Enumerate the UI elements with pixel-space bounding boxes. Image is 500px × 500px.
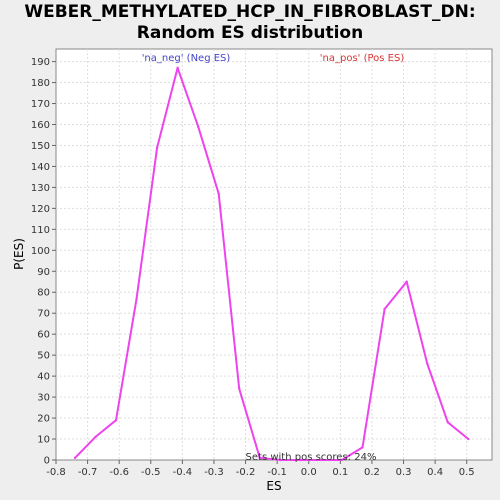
data-point — [196, 125, 200, 128]
data-point — [467, 437, 470, 441]
data-point — [155, 146, 159, 149]
x-axis-label: ES — [266, 479, 281, 493]
y-tick-label: 190 — [31, 57, 50, 68]
data-point — [320, 458, 323, 462]
x-tick-label: -0.1 — [267, 467, 287, 478]
x-tick-label: 0.1 — [332, 467, 348, 478]
data-point — [94, 435, 97, 439]
x-tick-label: -0.3 — [204, 467, 224, 478]
x-tick-label: 0.5 — [459, 467, 475, 478]
data-point — [426, 362, 429, 365]
data-point — [73, 456, 77, 460]
legend-pos: 'na_pos' (Pos ES) — [320, 53, 405, 64]
y-tick-label: 180 — [31, 78, 50, 89]
plot-area — [55, 48, 493, 461]
data-point — [238, 387, 241, 390]
data-point — [279, 458, 282, 462]
grid-lines — [56, 49, 492, 460]
es-distribution-line — [74, 66, 469, 461]
y-tick-label: 90 — [37, 267, 50, 278]
annotation-pos-scores: Sets with pos scores: 24% — [246, 452, 377, 463]
y-tick-label: 140 — [31, 162, 50, 173]
axes: 0 10 20 30 40 50 60 70 80 90 100 110 120 130 140 150 160… — [31, 57, 475, 478]
data-point — [361, 446, 364, 449]
data-point — [446, 421, 449, 424]
y-tick-label: 20 — [37, 414, 50, 425]
data-point — [340, 458, 344, 462]
y-tick-label: 170 — [31, 99, 50, 110]
legend-neg: 'na_neg' (Neg ES) — [142, 53, 231, 64]
x-tick-label: 0.3 — [396, 467, 412, 478]
y-tick-label: 40 — [37, 372, 50, 383]
y-tick-label: 50 — [37, 351, 50, 362]
x-tick-label: -0.5 — [141, 467, 161, 478]
x-tick-label: -0.8 — [46, 467, 66, 478]
y-axis-label: P(ES) — [12, 238, 26, 270]
y-tick-label: 150 — [31, 141, 50, 152]
x-tick-label: -0.4 — [173, 467, 193, 478]
y-tick-label: 100 — [31, 246, 50, 257]
y-tick-label: 120 — [31, 204, 50, 215]
data-point — [217, 192, 220, 195]
y-tick-label: 110 — [31, 225, 50, 236]
x-tick-label: 0.2 — [364, 467, 380, 478]
x-tick-label: -0.7 — [78, 467, 98, 478]
data-point — [114, 418, 118, 422]
series-group — [73, 66, 470, 462]
y-tick-label: 0 — [44, 456, 50, 467]
x-tick-label: -0.6 — [109, 467, 129, 478]
chart-title: WEBER_METHYLATED_HCP_IN_FIBROBLAST_DN: R… — [0, 2, 500, 44]
y-tick-label: 60 — [37, 330, 50, 341]
data-point — [405, 280, 408, 283]
chart-title-line2: Random ES distribution — [136, 23, 364, 43]
data-point — [258, 456, 261, 460]
chart-title-line1: WEBER_METHYLATED_HCP_IN_FIBROBLAST_DN: — [24, 2, 476, 22]
x-tick-label: 0.0 — [301, 467, 317, 478]
y-tick-label: 70 — [37, 309, 50, 320]
data-point — [383, 307, 386, 311]
y-tick-label: 130 — [31, 183, 50, 194]
y-tick-label: 160 — [31, 120, 50, 131]
data-point — [135, 297, 138, 300]
data-point — [299, 458, 303, 462]
y-tick-label: 30 — [37, 393, 50, 404]
data-point — [176, 66, 179, 70]
x-tick-label: 0.4 — [427, 467, 443, 478]
y-tick-label: 10 — [37, 435, 50, 446]
x-tick-label: -0.2 — [236, 467, 256, 478]
y-tick-label: 80 — [37, 288, 50, 299]
